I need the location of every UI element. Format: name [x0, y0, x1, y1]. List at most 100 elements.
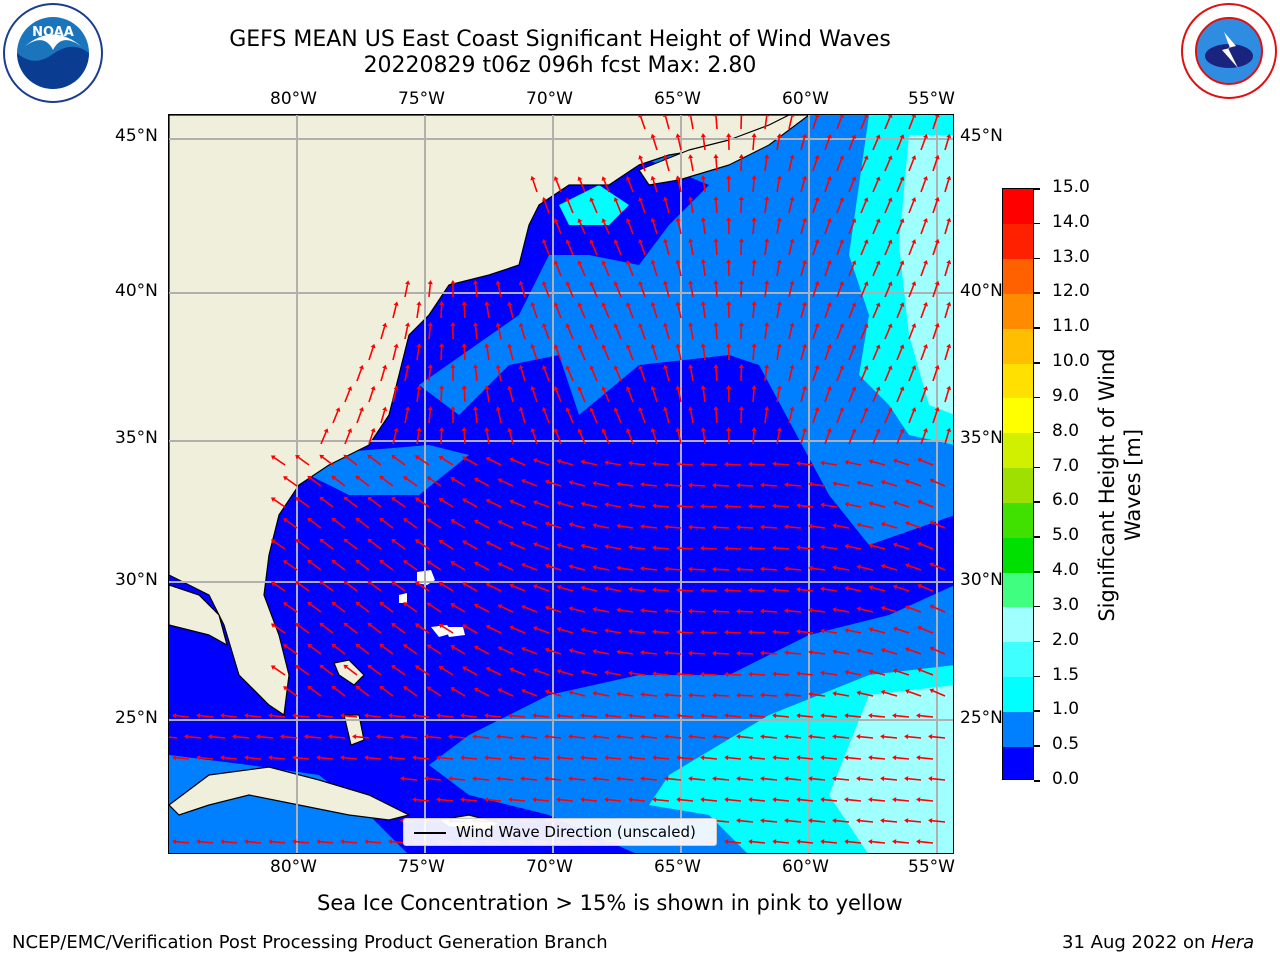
wave-direction-arrow	[667, 777, 682, 781]
lon-tick-bottom: 60°W	[782, 857, 829, 877]
wave-direction-arrowhead	[625, 302, 631, 307]
wave-direction-arrowhead	[796, 755, 801, 761]
wave-direction-arrow	[908, 158, 915, 172]
wave-direction-arrowhead	[724, 671, 729, 677]
wave-direction-arrowhead	[508, 755, 513, 761]
wave-direction-arrow	[417, 457, 430, 466]
wave-direction-arrowhead	[518, 364, 524, 370]
wave-direction-arrowhead	[911, 197, 917, 202]
wave-direction-arrow	[559, 798, 574, 802]
wave-direction-arrowhead	[863, 281, 869, 286]
wave-direction-arrowhead	[844, 501, 849, 507]
wave-direction-arrow	[689, 368, 694, 382]
wave-direction-arrowhead	[319, 538, 325, 544]
wave-direction-arrowhead	[911, 155, 917, 160]
wave-direction-arrow	[715, 819, 730, 823]
wave-direction-arrowhead	[748, 587, 753, 593]
wave-direction-arrowhead	[220, 713, 225, 719]
wave-direction-arrow	[775, 673, 790, 676]
wave-direction-arrow	[776, 179, 781, 193]
wave-direction-arrow	[620, 525, 634, 529]
wave-direction-arrowhead	[616, 734, 621, 740]
wave-direction-arrow	[643, 525, 658, 529]
wave-direction-arrowhead	[713, 322, 719, 327]
wave-direction-arrow	[595, 777, 610, 781]
wave-direction-arrowhead	[509, 625, 515, 631]
wave-direction-arrowhead	[916, 839, 921, 845]
wave-direction-arrowhead	[628, 797, 633, 803]
wave-direction-arrowhead	[462, 582, 467, 587]
wave-direction-arrow	[884, 565, 898, 571]
wave-direction-arrowhead	[497, 520, 503, 525]
wave-direction-arrow	[860, 482, 874, 487]
wave-direction-arrowhead	[530, 427, 536, 433]
wave-direction-arrowhead	[663, 322, 669, 328]
wave-direction-arrowhead	[863, 239, 869, 244]
wave-direction-arrow	[920, 305, 927, 319]
wave-direction-arrow	[497, 410, 502, 424]
wave-direction-arrow	[836, 116, 843, 130]
wave-direction-arrow	[567, 326, 574, 340]
wave-direction-arrow	[344, 389, 351, 403]
wave-direction-arrowhead	[497, 604, 503, 609]
wave-direction-arrow	[584, 587, 598, 592]
wave-direction-arrowhead	[663, 406, 669, 412]
wave-direction-arrow	[847, 756, 862, 760]
wave-direction-arrowhead	[700, 385, 706, 390]
wave-direction-arrowhead	[532, 500, 538, 506]
wave-direction-arrow	[920, 501, 934, 508]
wave-direction-arrow	[702, 263, 706, 277]
wave-direction-arrowhead	[592, 480, 597, 486]
wave-direction-arrow	[920, 627, 934, 634]
wave-direction-arrowhead	[319, 454, 325, 460]
wave-direction-arrow	[895, 798, 910, 802]
wave-direction-arrow	[824, 347, 831, 361]
wave-direction-arrowhead	[391, 623, 396, 628]
wave-direction-arrow	[392, 431, 397, 445]
wave-direction-arrowhead	[601, 428, 607, 433]
wave-direction-arrow	[344, 431, 351, 445]
wave-direction-arrow	[346, 666, 358, 676]
wave-direction-arrowhead	[856, 734, 861, 740]
wave-direction-arrowhead	[542, 407, 547, 412]
wave-direction-arrowhead	[764, 154, 770, 159]
colorbar-tick-label: 8.0	[1052, 420, 1080, 441]
wave-direction-arrow	[776, 431, 781, 445]
wave-direction-arrowhead	[604, 460, 609, 466]
wave-direction-arrow	[677, 179, 682, 193]
wave-direction-arrowhead	[929, 688, 935, 694]
wave-direction-arrow	[664, 116, 670, 130]
wave-direction-arrow	[860, 524, 874, 529]
wave-direction-arrowhead	[565, 239, 571, 244]
wave-direction-arrowhead	[826, 343, 832, 349]
noaa-logo-text: NOAA	[32, 25, 74, 40]
wave-direction-arrow	[429, 520, 442, 529]
wave-direction-arrowhead	[820, 839, 825, 845]
wave-direction-arrowhead	[450, 364, 456, 369]
wave-direction-arrowhead	[875, 428, 881, 434]
wave-direction-arrowhead	[283, 518, 288, 523]
wave-direction-arrowhead	[376, 734, 381, 740]
wave-direction-arrowhead	[592, 648, 597, 654]
wave-direction-arrowhead	[307, 601, 313, 607]
wave-direction-arrowhead	[905, 479, 910, 485]
wave-direction-arrow	[632, 630, 646, 634]
wave-direction-arrow	[548, 565, 562, 571]
wave-direction-arrow	[322, 582, 334, 592]
wave-direction-arrowhead	[343, 538, 349, 544]
wave-direction-arrow	[405, 561, 418, 571]
wave-direction-arrowhead	[688, 734, 693, 740]
wave-direction-arrowhead	[364, 713, 369, 719]
wave-direction-arrowhead	[382, 406, 388, 412]
wave-direction-arrowhead	[826, 301, 832, 307]
wave-direction-arrowhead	[568, 564, 574, 570]
wave-direction-arrowhead	[751, 259, 757, 264]
wave-direction-arrowhead	[426, 644, 432, 650]
colorbar-tick-label: 1.5	[1052, 664, 1080, 685]
wave-direction-arrow	[500, 521, 514, 529]
wave-direction-arrow	[848, 461, 862, 466]
wave-direction-arrow	[775, 589, 790, 592]
wave-direction-arrowhead	[796, 502, 801, 509]
wave-direction-arrow	[334, 519, 346, 529]
wave-direction-arrowhead	[509, 457, 515, 463]
